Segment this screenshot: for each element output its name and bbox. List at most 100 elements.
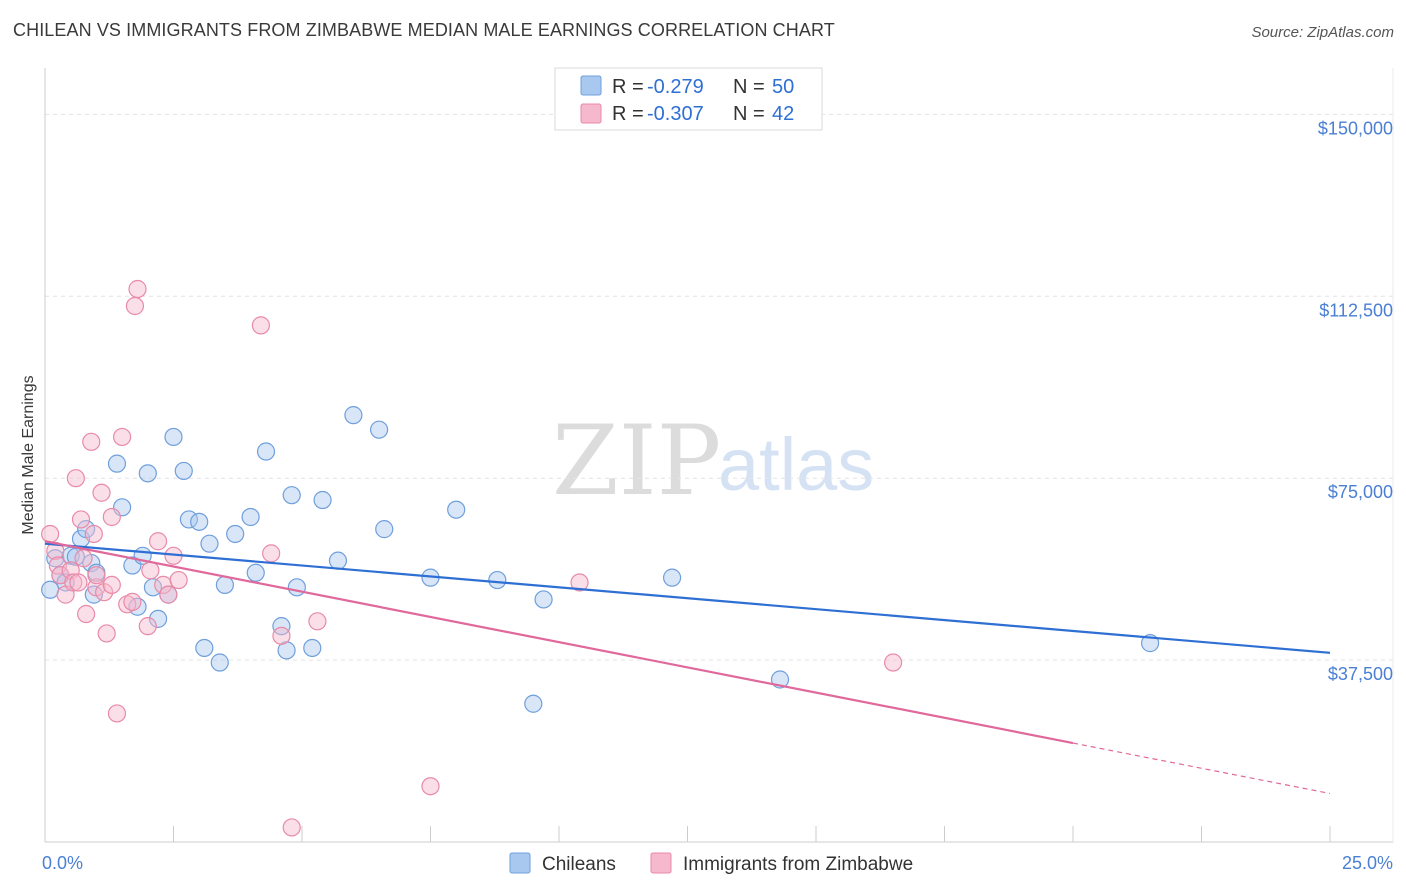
chileans-point — [370, 420, 389, 439]
zimbabwe-point — [77, 604, 96, 624]
chileans-point — [662, 568, 682, 587]
zimbabwe-point — [128, 279, 147, 299]
legend-r-value-1: -0.307 — [647, 103, 704, 125]
series-legend-label-chileans: Chileans — [542, 854, 616, 875]
series-zimbabwe-points — [41, 279, 903, 837]
chileans-point — [272, 617, 291, 636]
zimbabwe-point — [570, 573, 589, 592]
x-tick-label-max: 25.0% — [1342, 853, 1393, 873]
chileans-point — [488, 570, 507, 590]
zimbabwe-point — [123, 592, 142, 611]
chileans-point — [41, 580, 60, 599]
zimbabwe-point — [262, 544, 281, 563]
series-chileans-points — [41, 406, 1160, 713]
chileans-point — [524, 694, 543, 713]
axes — [44, 68, 1394, 843]
x-tick-label-min: 0.0% — [42, 853, 83, 873]
zimbabwe-point — [84, 524, 103, 544]
zimbabwe-point — [141, 561, 160, 580]
y-tick-label: $150,000 — [1318, 118, 1393, 138]
zimbabwe-trend-line — [44, 540, 1074, 745]
chileans-point — [241, 507, 260, 527]
chileans-point — [226, 524, 245, 544]
chileans-point — [148, 609, 168, 628]
chileans-point — [215, 575, 234, 595]
trend-lines — [44, 540, 1331, 795]
zimbabwe-point — [87, 566, 106, 585]
chileans-point — [344, 406, 363, 425]
chileans-point — [246, 563, 265, 582]
chileans-trend-line — [44, 542, 1331, 654]
chileans-point — [328, 551, 348, 570]
y-tick-labels: $37,500 $75,000 $112,500 $150,000 — [1318, 118, 1393, 684]
chileans-point — [375, 520, 394, 539]
chileans-point — [287, 578, 306, 597]
legend-n-value-0: 50 — [772, 76, 794, 98]
y-tick-label: $75,000 — [1328, 482, 1393, 502]
zimbabwe-point — [159, 585, 178, 604]
y-tick-label: $37,500 — [1328, 664, 1393, 684]
zimbabwe-point — [107, 704, 127, 723]
zimbabwe-point — [308, 612, 327, 631]
zimbabwe-point — [41, 524, 60, 544]
zimbabwe-point — [138, 617, 157, 636]
series-legend-swatch-zimbabwe — [650, 852, 672, 874]
series-legend-swatch-chileans — [509, 852, 531, 874]
series-legend: Chileans Immigrants from Zimbabwe — [509, 852, 913, 875]
zimbabwe-point — [883, 653, 903, 672]
chileans-point — [256, 442, 276, 461]
watermark-zip: ZIP — [552, 405, 721, 517]
chileans-point — [195, 638, 214, 658]
legend-r-value-0: -0.279 — [647, 76, 704, 98]
chileans-point — [46, 549, 65, 568]
zimbabwe-point — [64, 573, 83, 592]
chileans-point — [303, 638, 322, 658]
zimbabwe-point — [282, 818, 301, 837]
chileans-point — [164, 427, 183, 447]
gridlines — [45, 113, 1393, 661]
watermark: ZIP atlas — [552, 405, 874, 517]
chileans-point — [447, 500, 466, 519]
zimbabwe-point — [69, 573, 88, 592]
zimbabwe-point — [66, 469, 85, 488]
zimbabwe-point — [125, 296, 145, 316]
watermark-atlas: atlas — [718, 423, 874, 506]
zimbabwe-point — [102, 575, 121, 595]
zimbabwe-point — [102, 507, 121, 527]
chileans-point — [138, 464, 157, 483]
zimbabwe-point — [112, 427, 132, 447]
zimbabwe-point — [97, 624, 116, 643]
chart-title: CHILEAN VS IMMIGRANTS FROM ZIMBABWE MEDI… — [13, 20, 835, 40]
zimbabwe-point — [148, 532, 168, 551]
y-tick-label: $112,500 — [1319, 300, 1393, 320]
chileans-point — [282, 486, 301, 505]
correlation-legend: R = -0.279 N = 50 R = -0.307 N = 42 — [554, 67, 823, 131]
series-legend-label-zimbabwe: Immigrants from Zimbabwe — [683, 854, 913, 875]
chileans-point — [200, 534, 219, 553]
zimbabwe-point — [169, 570, 188, 590]
chileans-point — [313, 490, 332, 510]
legend-swatch-zimbabwe — [580, 103, 602, 124]
zimbabwe-point — [421, 777, 440, 796]
legend-r-label-0: R = — [612, 76, 644, 98]
legend-n-label-1: N = — [733, 103, 765, 125]
legend-n-label-0: N = — [733, 76, 765, 98]
zimbabwe-point — [95, 583, 114, 602]
zimbabwe-trend-line-extension — [1072, 742, 1331, 795]
zimbabwe-point — [272, 626, 291, 645]
zimbabwe-point — [82, 432, 101, 451]
chileans-point — [210, 653, 229, 672]
legend-r-label-1: R = — [612, 103, 644, 125]
chileans-point — [174, 461, 193, 481]
zimbabwe-point — [92, 483, 111, 502]
zimbabwe-point — [71, 510, 91, 529]
y-axis-label: Median Male Earnings — [20, 375, 37, 534]
legend-swatch-chileans — [580, 75, 602, 96]
legend-n-value-1: 42 — [772, 103, 794, 125]
chileans-point — [107, 454, 127, 473]
chileans-point — [534, 590, 553, 609]
zimbabwe-point — [74, 549, 93, 568]
chileans-point — [190, 512, 209, 531]
